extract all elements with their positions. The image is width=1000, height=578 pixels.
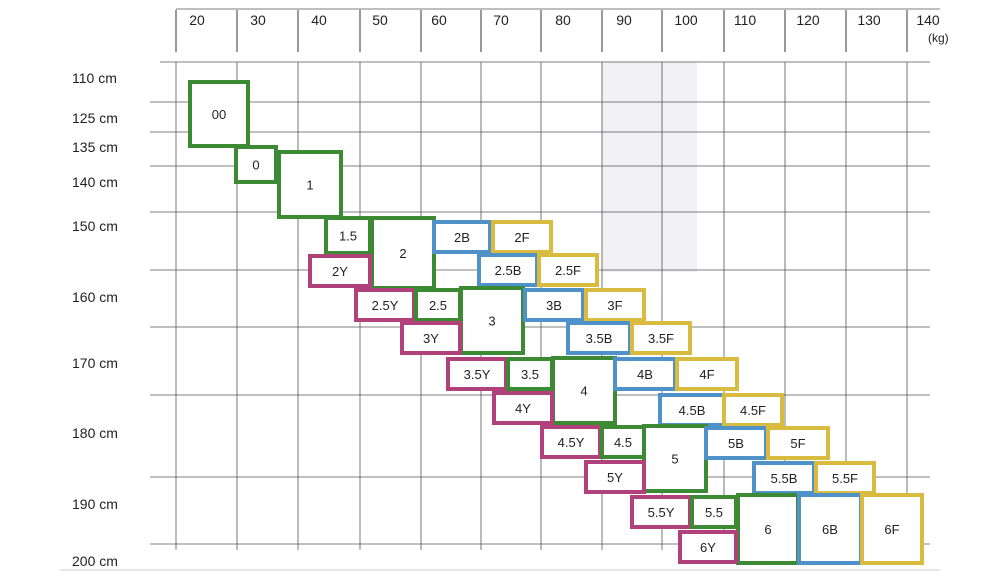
- size-box-00: [188, 80, 250, 148]
- y-tick-label: 170 cm: [72, 355, 118, 371]
- size-box-2-5f: [537, 253, 599, 287]
- size-label-6f: 6F: [884, 522, 899, 537]
- size-box-6b: [797, 493, 863, 565]
- size-label-3: 3: [488, 314, 495, 329]
- x-tick-label: 130: [857, 12, 881, 28]
- size-label-3-5: 3.5: [521, 367, 539, 382]
- x-axis-ticks: 20 30 40 50 60 70 80 90 100 110 120 130 140: [189, 12, 940, 28]
- size-box-2-5y: [354, 288, 416, 322]
- size-label-0: 0: [252, 158, 259, 173]
- size-label-3b: 3B: [546, 298, 562, 313]
- y-tick-label: 135 cm: [72, 139, 118, 155]
- size-box-3-5: [506, 357, 554, 391]
- size-box-4-5f: [722, 393, 784, 427]
- y-tick-label: 200 cm: [72, 553, 118, 569]
- size-box-4f: [675, 357, 739, 391]
- size-box-3-5f: [630, 321, 692, 355]
- size-label-4-5y: 4.5Y: [558, 435, 585, 450]
- size-label-5-5y: 5.5Y: [648, 505, 675, 520]
- y-tick-label: 180 cm: [72, 425, 118, 441]
- x-axis-unit: (kg): [928, 31, 949, 45]
- x-tick-label: 120: [796, 12, 820, 28]
- y-tick-label: 110 cm: [72, 70, 117, 86]
- x-tick-label: 30: [250, 12, 266, 28]
- y-tick-label: 190 cm: [72, 496, 118, 512]
- x-tick-label: 20: [189, 12, 205, 28]
- size-label-5-5b: 5.5B: [771, 471, 798, 486]
- size-box-4y: [492, 391, 554, 425]
- size-box-5-5y: [630, 495, 692, 529]
- size-box-3f: [584, 288, 646, 322]
- size-box-5-5: [690, 495, 738, 529]
- x-tick-label: 40: [311, 12, 327, 28]
- size-label-2f: 2F: [514, 230, 529, 245]
- size-box-2y: [308, 254, 372, 288]
- size-label-4-5: 4.5: [614, 435, 632, 450]
- y-tick-label: 125 cm: [72, 110, 118, 126]
- x-tick-label: 100: [674, 12, 698, 28]
- size-box-5: [642, 424, 708, 493]
- size-label-3-5b: 3.5B: [586, 331, 613, 346]
- x-tick-label: 110: [734, 12, 757, 28]
- size-label-5f: 5F: [790, 436, 805, 451]
- size-label-2-5: 2.5: [429, 298, 447, 313]
- size-label-3-5f: 3.5F: [648, 331, 674, 346]
- size-box-6y: [678, 530, 738, 564]
- size-box-2f: [491, 220, 553, 254]
- x-tick-label: 140: [916, 12, 940, 28]
- size-label-3f: 3F: [607, 298, 622, 313]
- size-label-4b: 4B: [637, 367, 653, 382]
- size-label-5y: 5Y: [607, 470, 623, 485]
- size-box-3y: [400, 321, 462, 355]
- x-tick-label: 60: [431, 12, 447, 28]
- size-label-4y: 4Y: [515, 401, 531, 416]
- size-box-5-5f: [814, 461, 876, 495]
- size-label-4: 4: [580, 384, 587, 399]
- y-axis-ticks: 110 cm 125 cm 135 cm 140 cm 150 cm 160 cm 170 …: [72, 70, 118, 569]
- size-box-5f: [766, 426, 830, 460]
- size-box-1: [277, 150, 343, 219]
- size-label-5-5: 5.5: [705, 505, 723, 520]
- size-label-5b: 5B: [728, 436, 744, 451]
- size-box-6f: [860, 493, 924, 565]
- x-tick-label: 80: [555, 12, 571, 28]
- size-label-2: 2: [399, 246, 406, 261]
- size-box-4-5y: [540, 425, 602, 459]
- size-label-2-5b: 2.5B: [495, 263, 522, 278]
- shaded-region: [602, 62, 697, 272]
- size-box-5y: [584, 460, 646, 494]
- size-box-2-5: [414, 288, 462, 322]
- size-label-4-5b: 4.5B: [679, 403, 706, 418]
- size-label-1: 1: [306, 178, 313, 193]
- size-label-6y: 6Y: [700, 540, 716, 555]
- size-label-2b: 2B: [454, 230, 470, 245]
- size-label-2-5f: 2.5F: [555, 263, 581, 278]
- size-label-2-5y: 2.5Y: [372, 298, 399, 313]
- size-label-2y: 2Y: [332, 264, 348, 279]
- size-label-6b: 6B: [822, 522, 838, 537]
- x-tick-label: 50: [372, 12, 388, 28]
- size-box-2b: [432, 220, 492, 254]
- y-tick-label: 150 cm: [72, 218, 118, 234]
- y-tick-label: 160 cm: [72, 289, 118, 305]
- x-tick-label: 90: [616, 12, 632, 28]
- size-box-2-5b: [477, 253, 539, 287]
- size-label-1-5: 1.5: [339, 229, 357, 244]
- size-box-3b: [523, 288, 585, 322]
- size-box-0: [234, 145, 278, 184]
- size-label-3y: 3Y: [423, 331, 439, 346]
- y-tick-label: 140 cm: [72, 174, 118, 190]
- size-label-5: 5: [671, 452, 678, 467]
- size-label-5-5f: 5.5F: [832, 471, 858, 486]
- size-label-4f: 4F: [699, 367, 714, 382]
- size-box-5b: [704, 426, 768, 460]
- size-label-00: 00: [212, 107, 226, 122]
- size-label-3-5y: 3.5Y: [464, 367, 491, 382]
- size-label-6: 6: [764, 522, 771, 537]
- size-label-4-5f: 4.5F: [740, 403, 766, 418]
- x-tick-label: 70: [493, 12, 509, 28]
